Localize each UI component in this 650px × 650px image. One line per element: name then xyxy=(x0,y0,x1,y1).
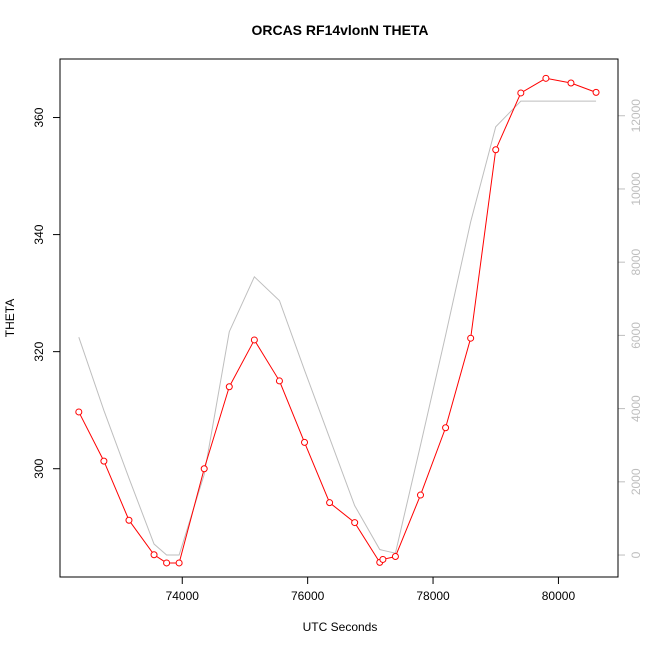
y2-tick-label: 10000 xyxy=(629,172,643,206)
y-tick-label: 340 xyxy=(32,224,46,244)
y-tick-label: 360 xyxy=(32,107,46,127)
theta-point xyxy=(175,559,183,567)
theta-series xyxy=(75,74,600,567)
y2-tick-label: 0 xyxy=(629,551,643,558)
theta-point xyxy=(275,377,283,385)
theta-point xyxy=(417,491,425,499)
theta-point xyxy=(100,457,108,465)
theta-point xyxy=(442,424,450,432)
theta-point xyxy=(492,146,500,154)
theta-point xyxy=(301,438,309,446)
theta-point xyxy=(150,551,158,559)
x-tick-label: 74000 xyxy=(166,589,200,603)
theta-point xyxy=(391,553,399,561)
theta-point xyxy=(326,499,334,507)
y-axis: 300 320 340 360 xyxy=(32,107,60,479)
theta-line xyxy=(78,77,597,564)
plot-frame xyxy=(59,58,619,578)
x-tick-label: 76000 xyxy=(291,589,325,603)
y2-tick-label: 4000 xyxy=(629,395,643,422)
theta-point xyxy=(467,334,475,342)
theta-point xyxy=(125,516,133,524)
theta-point xyxy=(75,408,83,416)
y2-tick-label: 8000 xyxy=(629,249,643,276)
x-tick-label: 78000 xyxy=(416,589,450,603)
y2-tick-label: 12000 xyxy=(629,99,643,133)
theta-point xyxy=(379,555,387,563)
theta-point xyxy=(200,465,208,473)
x-axis-label: UTC Seconds xyxy=(303,620,378,634)
altitude-line xyxy=(78,100,597,556)
theta-point xyxy=(592,88,600,96)
right-axis: 0 2000 4000 6000 8000 10000 12000 xyxy=(618,99,643,558)
y-tick-label: 300 xyxy=(32,458,46,478)
y-axis-label: THETA xyxy=(3,299,17,337)
x-tick-label: 80000 xyxy=(542,589,576,603)
theta-point xyxy=(250,336,258,344)
y-tick-label: 320 xyxy=(32,341,46,361)
theta-point xyxy=(517,89,525,97)
theta-point xyxy=(225,383,233,391)
theta-point xyxy=(567,79,575,87)
altitude-series xyxy=(78,100,597,556)
y2-tick-label: 6000 xyxy=(629,322,643,349)
chart-title: ORCAS RF14vlonN THETA xyxy=(251,22,428,38)
x-axis: 74000 76000 78000 80000 xyxy=(166,577,576,603)
theta-point xyxy=(351,519,359,527)
theta-point xyxy=(163,559,171,567)
theta-point xyxy=(542,74,550,82)
y2-tick-label: 2000 xyxy=(629,468,643,495)
